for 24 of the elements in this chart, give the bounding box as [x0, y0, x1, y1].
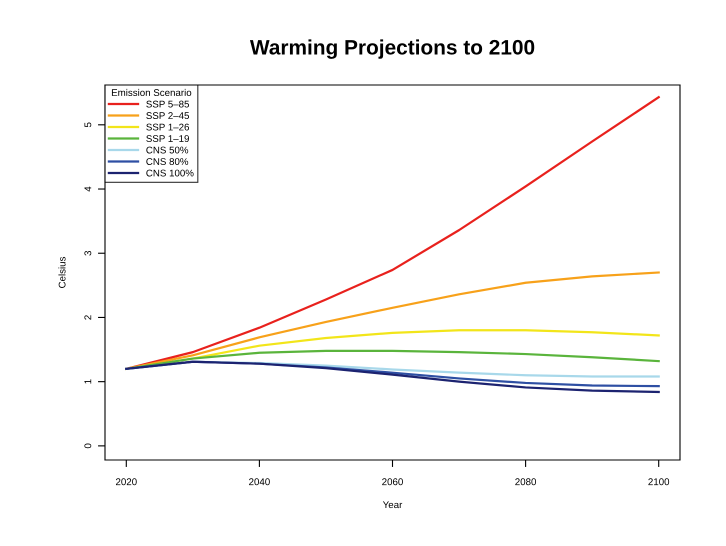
y-tick-label: 4	[84, 186, 92, 192]
y-axis-title: Celsius	[58, 256, 66, 288]
y-tick-label: 5	[84, 122, 92, 128]
legend-label: SSP 2–45	[146, 112, 190, 120]
x-tick-label: 2100	[648, 478, 670, 486]
line-series	[125, 96, 660, 370]
legend-label: CNS 100%	[146, 170, 194, 176]
x-tick-label: 2080	[515, 478, 536, 486]
y-tick-label: 1	[84, 379, 92, 384]
chart-title: Warming Projections to 2100	[250, 39, 534, 59]
y-tick-label: 3	[84, 250, 92, 256]
legend-label: SSP 1–19	[146, 135, 189, 142]
line-series	[125, 360, 660, 394]
y-tick-label: 0	[84, 444, 92, 448]
legend-title: Emission Scenario	[112, 88, 192, 96]
x-axis-title: Year	[382, 501, 402, 508]
x-tick-label: 2040	[249, 478, 270, 486]
legend-label: CNS 80%	[146, 158, 188, 165]
x-tick-label: 2020	[116, 478, 137, 486]
legend-label: SSP 1–26	[146, 124, 190, 131]
y-tick-label: 2	[84, 315, 92, 320]
x-tick-label: 2060	[382, 478, 403, 486]
legend-label: CNS 50%	[146, 146, 188, 154]
legend-label: SSP 5–85	[146, 100, 190, 108]
